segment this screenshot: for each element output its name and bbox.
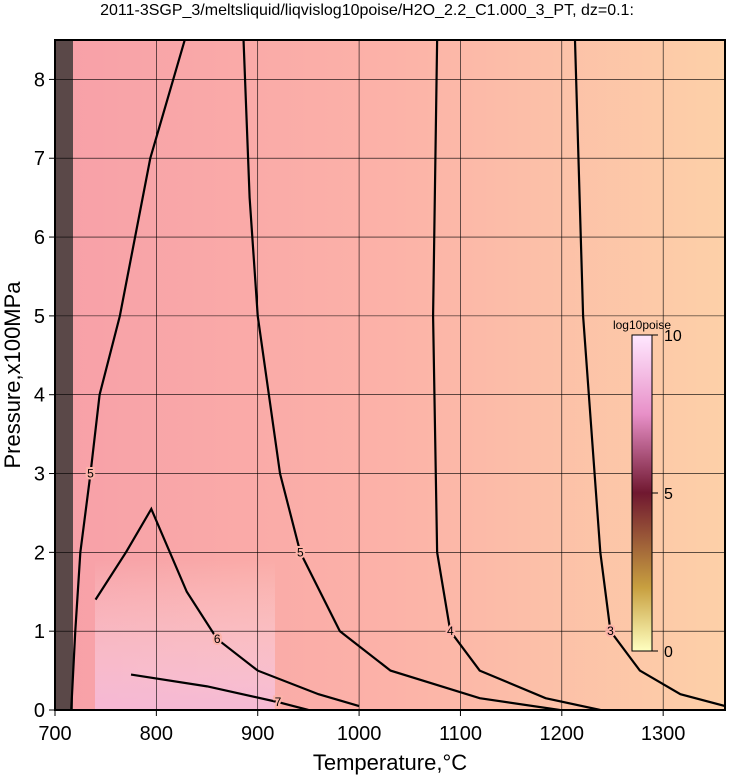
colorbar-label: log10poise — [613, 318, 671, 332]
x-tick-label: 1000 — [337, 723, 382, 745]
y-tick-label: 7 — [34, 148, 45, 170]
x-tick-label: 700 — [38, 723, 71, 745]
contour-label: 5 — [297, 545, 304, 559]
x-tick-label: 1300 — [641, 723, 686, 745]
x-tick-label: 800 — [140, 723, 173, 745]
x-axis-label: Temperature,°C — [313, 750, 467, 775]
contour-line — [70, 40, 186, 710]
plot-area: 3 4 5 5 6 7 — [55, 40, 725, 710]
frame — [54, 39, 726, 711]
colorbar-tick-label: 10 — [664, 328, 682, 345]
colorbar-tick-label: 0 — [664, 644, 673, 661]
y-tick-label: 6 — [34, 227, 45, 249]
contour-line — [94, 506, 360, 708]
y-tick-label: 0 — [34, 700, 45, 722]
y-tick-label: 2 — [34, 542, 45, 564]
contour-line — [431, 40, 601, 710]
colorbar-tick-label: 5 — [664, 486, 673, 503]
field-edge — [55, 40, 73, 710]
y-tick-label: 8 — [34, 69, 45, 91]
chart-title: 2011-3SGP_3/meltsliquid/liqvislog10poise… — [100, 2, 634, 19]
contour-line — [242, 40, 560, 710]
field-low — [95, 560, 275, 710]
contour-label: 7 — [275, 695, 282, 709]
y-tick-label: 1 — [34, 621, 45, 643]
y-tick-label: 3 — [34, 464, 45, 486]
x-tick-label: 1100 — [439, 723, 482, 745]
contour-line — [130, 673, 309, 710]
contour-line — [573, 40, 725, 708]
y-tick-label: 5 — [34, 306, 45, 328]
x-tick-label: 1200 — [540, 723, 585, 745]
colorbar — [631, 334, 653, 652]
contour-label: 3 — [607, 624, 614, 638]
y-tick-label: 4 — [34, 385, 45, 407]
y-axis-label: Pressure,x100MPa — [0, 281, 25, 469]
contour-label: 4 — [447, 624, 454, 638]
x-tick-label: 900 — [241, 723, 274, 745]
contour-label: 6 — [214, 632, 221, 646]
contour-label: 5 — [87, 467, 94, 481]
